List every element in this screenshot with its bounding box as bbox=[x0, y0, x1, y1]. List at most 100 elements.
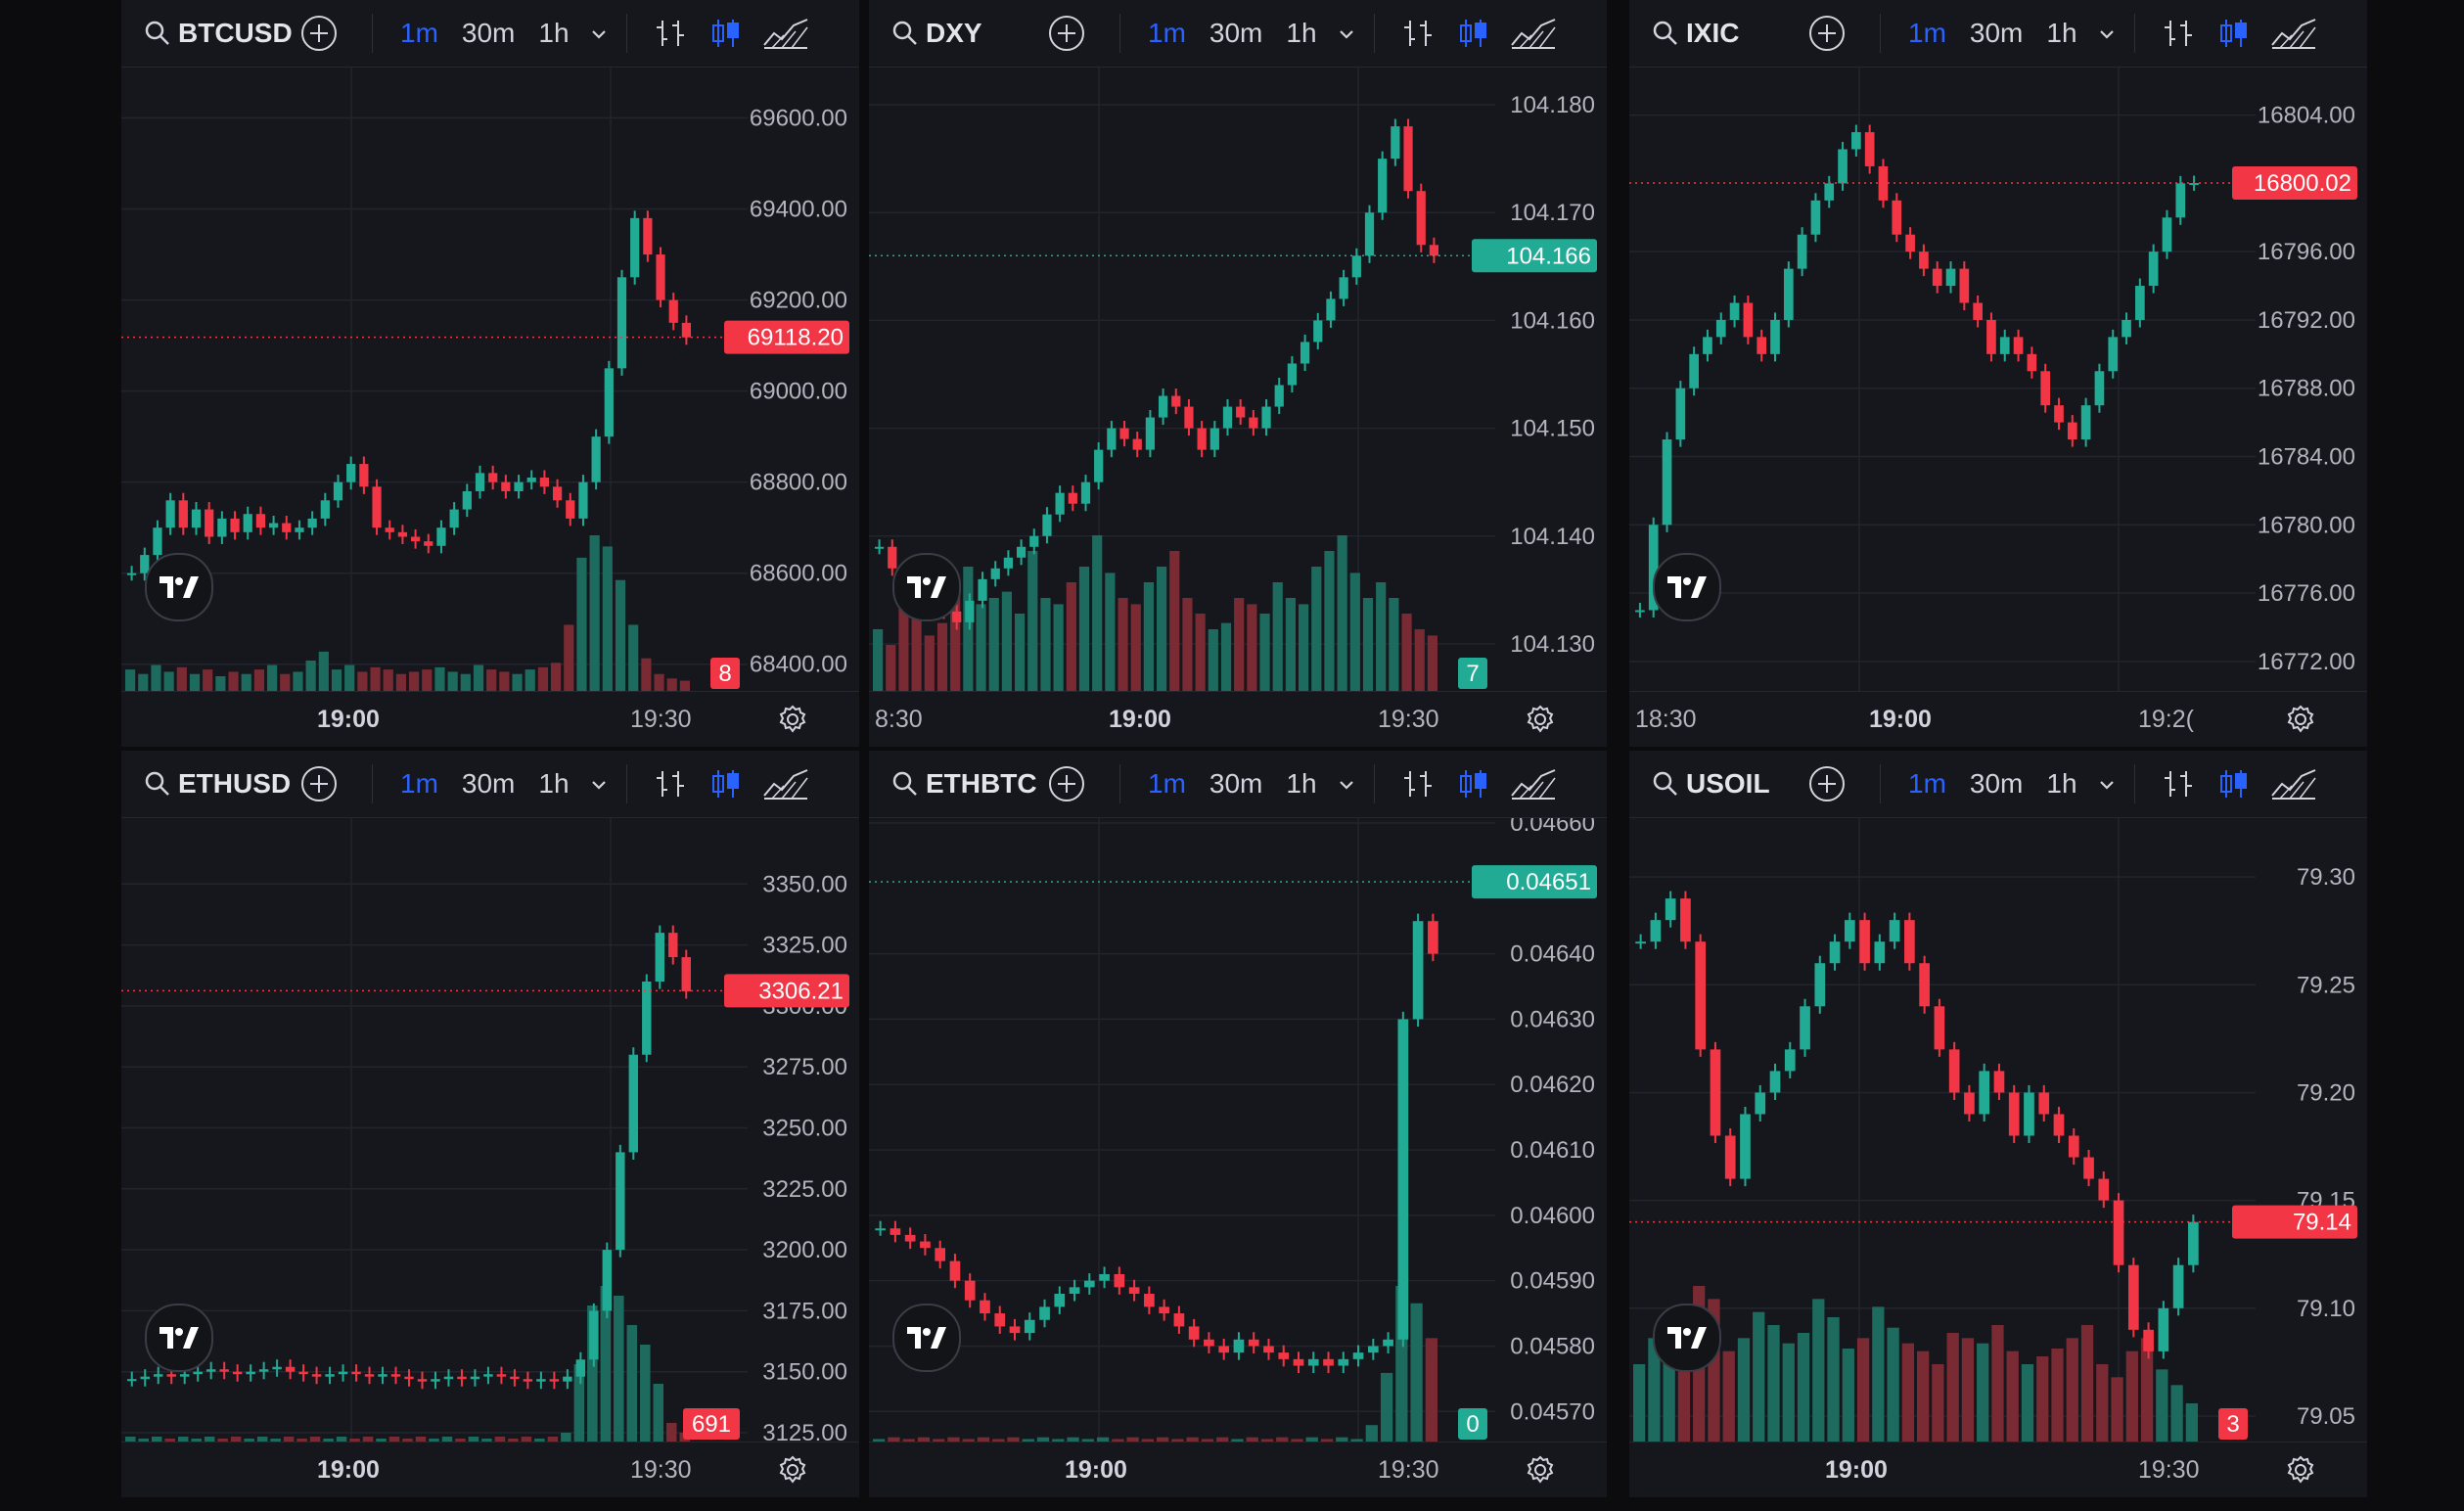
chart-plot-area[interactable]: 79.30 79.25 79.20 79.15 79.10 79.05 79.14 3 bbox=[1629, 818, 2367, 1442]
symbol-search-button[interactable]: USOIL bbox=[1651, 768, 1807, 800]
timeframe-1h[interactable]: 1h bbox=[1286, 768, 1317, 799]
area-style-icon[interactable] bbox=[1510, 766, 1557, 801]
timeframe-30m[interactable]: 30m bbox=[1969, 768, 2024, 799]
gear-icon[interactable] bbox=[2285, 704, 2316, 735]
timeframe-1m[interactable]: 1m bbox=[400, 18, 438, 48]
time-axis[interactable]: 19:00 19:30 bbox=[1629, 1442, 2367, 1497]
chart-panel-ethbtc[interactable]: ETHBTC 1m 30m 1h 0.04660 0.04640 0.04630 0.0462… bbox=[869, 751, 1607, 1497]
timeframe-1h[interactable]: 1h bbox=[1286, 18, 1317, 48]
chevron-down-icon[interactable] bbox=[1335, 772, 1358, 796]
time-axis[interactable]: 8:30 19:00 19:30 bbox=[869, 691, 1607, 747]
symbol-search-button[interactable]: BTCUSD bbox=[143, 18, 299, 49]
gear-icon[interactable] bbox=[2285, 1454, 2316, 1486]
chevron-down-icon[interactable] bbox=[587, 22, 611, 45]
volume-bar bbox=[1112, 1439, 1124, 1442]
timeframe-1h[interactable]: 1h bbox=[2046, 18, 2077, 48]
chart-panel-dxy[interactable]: DXY 1m 30m 1h 104.180 104.170 104.160 104.150 10… bbox=[869, 0, 1607, 747]
timeframe-1h[interactable]: 1h bbox=[538, 768, 570, 799]
volume-bar bbox=[2170, 1385, 2183, 1442]
time-axis[interactable]: 19:00 19:30 bbox=[121, 691, 859, 747]
chevron-down-icon[interactable] bbox=[587, 772, 611, 796]
candles-style-icon[interactable] bbox=[2215, 766, 2251, 801]
timeframe-1m[interactable]: 1m bbox=[1148, 18, 1186, 48]
chart-svg[interactable]: 0.04660 0.04640 0.04630 0.04620 0.04610 0.046… bbox=[869, 810, 1607, 1442]
chart-svg[interactable]: 16804.00 16796.00 16792.00 16788.00 16784.00… bbox=[1629, 68, 2367, 692]
tradingview-logo-icon[interactable] bbox=[892, 1304, 961, 1372]
candles-style-icon[interactable] bbox=[2215, 16, 2251, 51]
timeframe-30m[interactable]: 30m bbox=[1209, 18, 1263, 48]
chevron-down-icon[interactable] bbox=[2095, 772, 2119, 796]
symbol-search-button[interactable]: DXY bbox=[890, 18, 1047, 49]
chart-svg[interactable]: 69600.00 69400.00 69200.00 69000.00 68800.00… bbox=[121, 68, 859, 692]
tradingview-logo-icon[interactable] bbox=[892, 553, 961, 621]
bars-style-icon[interactable] bbox=[1400, 766, 1436, 801]
tradingview-logo-icon[interactable] bbox=[145, 1304, 213, 1372]
timeframe-1m[interactable]: 1m bbox=[1148, 768, 1186, 799]
timeframe-1m[interactable]: 1m bbox=[400, 768, 438, 799]
timeframe-30m[interactable]: 30m bbox=[461, 768, 516, 799]
timeframe-1h[interactable]: 1h bbox=[538, 18, 570, 48]
gear-icon[interactable] bbox=[1525, 704, 1556, 735]
time-axis[interactable]: 19:00 19:30 bbox=[869, 1442, 1607, 1497]
area-style-icon[interactable] bbox=[2270, 16, 2317, 51]
symbol-search-button[interactable]: ETHUSD bbox=[143, 768, 299, 800]
chart-plot-area[interactable]: 104.180 104.170 104.160 104.150 104.140 104.1… bbox=[869, 68, 1607, 692]
chart-panel-ethusd[interactable]: ETHUSD 1m 30m 1h 3350.003325.003300.003275.0… bbox=[121, 751, 859, 1497]
area-style-icon[interactable] bbox=[1510, 16, 1557, 51]
compare-add-icon[interactable] bbox=[299, 764, 339, 803]
volume-bar bbox=[508, 1439, 519, 1442]
candles-style-icon[interactable] bbox=[1455, 766, 1490, 801]
area-style-icon[interactable] bbox=[2270, 766, 2317, 801]
chart-plot-area[interactable]: 3350.003325.003300.003275.003250.003225.… bbox=[121, 818, 859, 1446]
candle-body bbox=[1784, 1049, 1796, 1072]
compare-add-icon[interactable] bbox=[1047, 764, 1086, 803]
timeframe-1m[interactable]: 1m bbox=[1908, 768, 1946, 799]
timeframe-30m[interactable]: 30m bbox=[1969, 18, 2024, 48]
timeframe-30m[interactable]: 30m bbox=[461, 18, 516, 48]
volume-bar bbox=[177, 1437, 189, 1442]
tradingview-logo-icon[interactable] bbox=[1653, 1304, 1721, 1372]
candles-style-icon[interactable] bbox=[1455, 16, 1490, 51]
chart-plot-area[interactable]: 16804.00 16796.00 16792.00 16788.00 16784.00… bbox=[1629, 68, 2367, 692]
candles-style-icon[interactable] bbox=[707, 766, 743, 801]
bars-style-icon[interactable] bbox=[653, 16, 688, 51]
candles-style-icon[interactable] bbox=[707, 16, 743, 51]
symbol-search-button[interactable]: IXIC bbox=[1651, 18, 1807, 49]
chart-panel-usoil[interactable]: USOIL 1m 30m 1h 79.30 79.25 79.20 79.15 79.10 79.… bbox=[1629, 751, 2367, 1497]
compare-add-icon[interactable] bbox=[1807, 14, 1847, 53]
timeframe-1m[interactable]: 1m bbox=[1908, 18, 1946, 48]
candle-body bbox=[616, 1152, 625, 1251]
tradingview-logo-icon[interactable] bbox=[145, 553, 213, 621]
area-style-icon[interactable] bbox=[762, 16, 809, 51]
chart-panel-btcusd[interactable]: BTCUSD 1m 30m 1h 69600.00 69400.00 69200.00 690… bbox=[121, 0, 859, 747]
gear-icon[interactable] bbox=[1525, 1454, 1556, 1486]
timeframe-1h[interactable]: 1h bbox=[2046, 768, 2077, 799]
area-style-icon[interactable] bbox=[762, 766, 809, 801]
compare-add-icon[interactable] bbox=[1047, 14, 1086, 53]
chart-svg[interactable]: 3350.003325.003300.003275.003250.003225.… bbox=[121, 818, 859, 1446]
gear-icon[interactable] bbox=[777, 1454, 808, 1486]
tradingview-logo-icon[interactable] bbox=[1653, 553, 1721, 621]
compare-add-icon[interactable] bbox=[299, 14, 339, 53]
candle-body bbox=[2158, 1307, 2169, 1351]
time-axis[interactable]: 19:00 19:30 bbox=[121, 1442, 859, 1497]
bars-style-icon[interactable] bbox=[2161, 766, 2196, 801]
candle-body bbox=[385, 527, 394, 532]
bars-style-icon[interactable] bbox=[1400, 16, 1436, 51]
chevron-down-icon[interactable] bbox=[2095, 22, 2119, 45]
candle-body bbox=[1945, 268, 1956, 287]
chart-panel-ixic[interactable]: IXIC 1m 30m 1h 16804.00 16796.00 16792.00 16788… bbox=[1629, 0, 2367, 747]
chart-plot-area[interactable]: 0.04660 0.04640 0.04630 0.04620 0.04610 0.046… bbox=[869, 810, 1607, 1442]
symbol-search-button[interactable]: ETHBTC bbox=[890, 768, 1047, 800]
compare-add-icon[interactable] bbox=[1807, 764, 1847, 803]
volume-bar bbox=[1186, 1437, 1199, 1442]
gear-icon[interactable] bbox=[777, 704, 808, 735]
chart-plot-area[interactable]: 69600.00 69400.00 69200.00 69000.00 68800.00… bbox=[121, 68, 859, 692]
time-axis[interactable]: 18:30 19:00 19:2( bbox=[1629, 691, 2367, 747]
chevron-down-icon[interactable] bbox=[1335, 22, 1358, 45]
bars-style-icon[interactable] bbox=[653, 766, 688, 801]
chart-svg[interactable]: 104.180 104.170 104.160 104.150 104.140 104.1… bbox=[869, 68, 1607, 692]
timeframe-30m[interactable]: 30m bbox=[1209, 768, 1263, 799]
bars-style-icon[interactable] bbox=[2161, 16, 2196, 51]
